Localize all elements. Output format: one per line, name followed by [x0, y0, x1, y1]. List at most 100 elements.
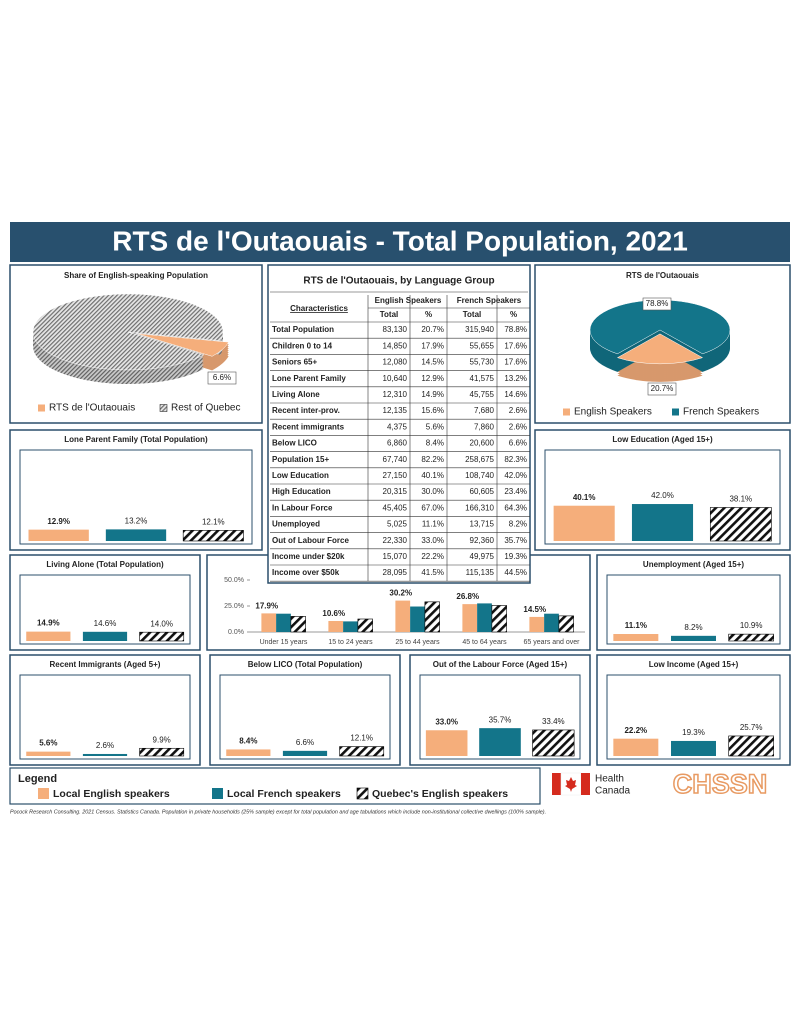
- label-box: [642, 297, 672, 311]
- table-cell: 19.3%: [504, 552, 527, 561]
- legend-marker: [38, 788, 49, 799]
- table-cell: 14.6%: [504, 390, 527, 399]
- bar: [425, 730, 468, 756]
- table-cell: 12.9%: [421, 374, 444, 383]
- value-label: 40.1%: [573, 493, 596, 502]
- table-cell: 166,310: [465, 503, 494, 512]
- table-cell: 7,860: [474, 422, 495, 431]
- table-cell: 22,330: [383, 536, 408, 545]
- value-label: 20.7%: [651, 384, 674, 393]
- pie-slice: [136, 333, 230, 357]
- row-label: Total Population: [272, 325, 334, 334]
- x-tick-label: 45 to 64 years: [462, 639, 507, 646]
- row-label: Below LICO: [272, 439, 317, 448]
- table-cell: 82.2%: [421, 455, 444, 464]
- bar: [424, 601, 440, 633]
- plot-area: [19, 574, 191, 645]
- row-label: Seniors 65+: [272, 358, 317, 367]
- bar: [558, 615, 574, 633]
- value-label: 14.6%: [94, 619, 117, 628]
- table-cell: 6,860: [387, 439, 408, 448]
- table-cell: 41.5%: [421, 568, 444, 577]
- value-label: 33.0%: [435, 717, 458, 726]
- value-label: 30.2%: [389, 589, 412, 598]
- table-cell: 17.9%: [421, 341, 444, 350]
- bar: [26, 631, 71, 641]
- legend-label: Rest of Quebec: [171, 403, 240, 414]
- table-cell: 23.4%: [504, 487, 527, 496]
- legend-marker: [672, 408, 679, 416]
- organization-logo: CHSSN: [673, 769, 768, 799]
- table-cell: 17.6%: [504, 358, 527, 367]
- table-cell: 8.2%: [509, 520, 527, 529]
- row-label: Population 15+: [272, 455, 329, 464]
- x-tick-label: 65 years and over: [523, 639, 580, 646]
- bar: [276, 613, 291, 632]
- table-cell: 5,025: [387, 520, 408, 529]
- flag-band: [581, 773, 590, 795]
- chart-title: Out of the Labour Force (Aged 15+): [433, 660, 568, 669]
- value-label: 2.6%: [96, 741, 114, 750]
- value-label: 14.0%: [150, 619, 173, 628]
- x-tick-label: 15 to 24 years: [328, 639, 373, 646]
- table-cell: 20.7%: [421, 325, 444, 334]
- value-label: 17.9%: [255, 601, 278, 610]
- row-label: Recent immigrants: [272, 422, 345, 431]
- legend-label: Local French speakers: [227, 788, 341, 800]
- legend-label: Local English speakers: [53, 788, 170, 800]
- value-label: 10.9%: [740, 621, 763, 630]
- legend-label: French Speakers: [683, 407, 759, 418]
- x-tick-label: 25 to 44 years: [395, 639, 440, 646]
- bar: [532, 729, 575, 757]
- legend-title: Legend: [18, 773, 57, 785]
- table-title: RTS de l'Outaouais, by Language Group: [303, 276, 494, 287]
- table-cell: 14,850: [383, 341, 408, 350]
- bar: [105, 529, 167, 541]
- source-note: Pocock Research Consulting. 2021 Census.…: [10, 809, 546, 815]
- legend-marker: [356, 787, 369, 800]
- column-header: English Speakers: [375, 296, 442, 305]
- chart-title: Lone Parent Family (Total Population): [64, 435, 208, 444]
- table-cell: 13.2%: [504, 374, 527, 383]
- row-label: Lone Parent Family: [272, 374, 346, 383]
- bar: [728, 735, 774, 757]
- table-cell: 2.6%: [509, 406, 527, 415]
- plot-area: [219, 674, 391, 760]
- table-cell: 12,080: [383, 358, 408, 367]
- value-label: 11.1%: [625, 621, 647, 630]
- table-cell: 45,405: [383, 503, 408, 512]
- panel: [9, 654, 201, 766]
- plot-area: [19, 674, 191, 760]
- plot-area: [544, 449, 781, 545]
- bar: [529, 616, 545, 632]
- row-label: Living Alone: [272, 390, 320, 399]
- value-label: 12.9%: [47, 517, 70, 526]
- table-cell: 11.1%: [422, 520, 444, 529]
- table-cell: 44.5%: [504, 568, 527, 577]
- table-cell: 60,605: [470, 487, 495, 496]
- legend-marker: [212, 788, 223, 799]
- table-cell: 258,675: [465, 455, 494, 464]
- chart-title: Below LICO (Total Population): [248, 660, 363, 669]
- bar: [139, 747, 185, 757]
- chart-title: Share of English-speaking Population: [64, 271, 208, 280]
- row-label: Children 0 to 14: [272, 341, 333, 350]
- row-label: Unemployed: [272, 520, 320, 529]
- table-cell: 15,070: [383, 552, 408, 561]
- value-label: 22.2%: [624, 726, 647, 735]
- maple-leaf: [565, 777, 577, 792]
- table-cell: 40.1%: [421, 471, 444, 480]
- bar: [82, 753, 128, 756]
- bar: [491, 605, 507, 633]
- flag-band: [552, 773, 561, 795]
- table-cell: 12,135: [383, 406, 408, 415]
- table-cell: 42.0%: [504, 471, 527, 480]
- table-cell: 55,655: [470, 341, 495, 350]
- pie-slice: [616, 333, 704, 365]
- bar: [182, 530, 244, 542]
- bar: [671, 635, 716, 641]
- legend-label: English Speakers: [574, 407, 652, 418]
- bar: [631, 504, 694, 541]
- legend-marker: [563, 408, 570, 416]
- table-cell: 115,135: [466, 568, 495, 577]
